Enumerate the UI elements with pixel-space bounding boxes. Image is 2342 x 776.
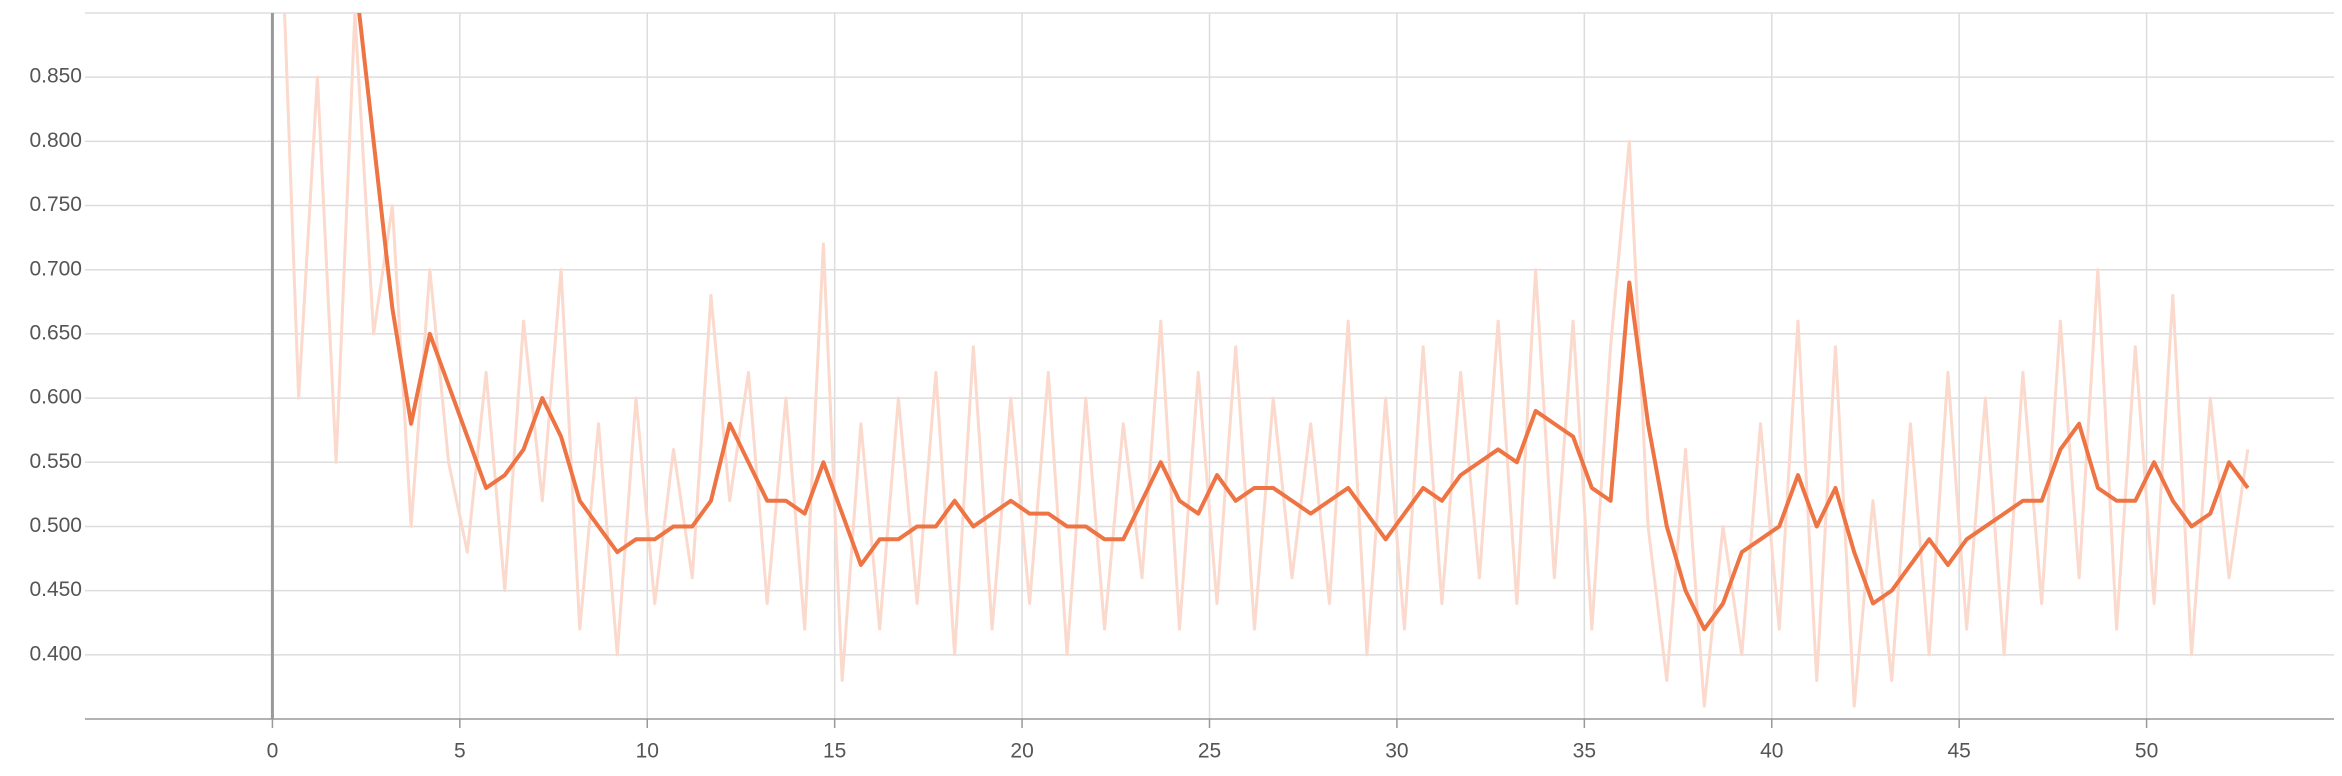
- y-tick-label: 0.500: [29, 514, 82, 537]
- x-tick-label: 30: [1385, 740, 1408, 763]
- axis-labels: 0.400 0.450 0.500 0.550 0.600 0.650 0.700 0.750…: [29, 65, 2158, 763]
- x-tick-label: 50: [2135, 740, 2158, 763]
- y-tick-label: 0.850: [29, 65, 82, 88]
- raw-line: [283, 13, 2250, 708]
- y-tick-label: 0.800: [29, 129, 82, 152]
- x-tick-label: 20: [1010, 740, 1033, 763]
- x-tick-label: 10: [636, 740, 659, 763]
- x-tick-label: 25: [1198, 740, 1221, 763]
- x-tick-label: 0: [267, 740, 279, 763]
- x-tick-label: 15: [823, 740, 846, 763]
- plot-area: [283, 13, 2250, 708]
- y-tick-label: 0.550: [29, 450, 82, 473]
- x-tick-label: 45: [1947, 740, 1970, 763]
- y-tick-label: 0.650: [29, 321, 82, 344]
- y-tick-label: 0.700: [29, 257, 82, 280]
- y-tick-label: 0.400: [29, 642, 82, 665]
- smoothed-line: [357, 13, 2250, 632]
- grid: [85, 13, 2334, 719]
- x-tick-label: 35: [1573, 740, 1596, 763]
- x-tick-label: 40: [1760, 740, 1783, 763]
- y-tick-label: 0.450: [29, 578, 82, 601]
- x-tick-label: 5: [454, 740, 466, 763]
- y-tick-label: 0.750: [29, 193, 82, 216]
- y-tick-label: 0.600: [29, 386, 82, 409]
